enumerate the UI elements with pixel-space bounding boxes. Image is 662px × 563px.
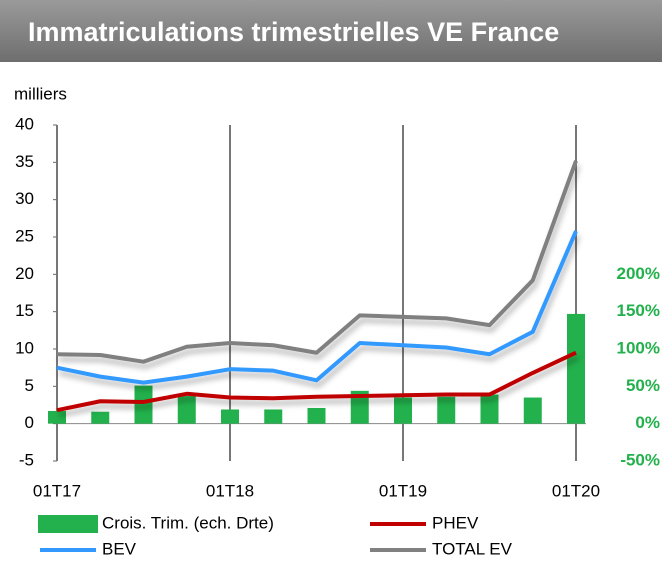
y-tick-label: 20 <box>15 264 34 283</box>
bar <box>394 397 412 424</box>
x-tick-label: 01T20 <box>552 481 600 500</box>
bar <box>437 396 456 424</box>
line-series <box>56 350 577 413</box>
bar <box>480 394 499 424</box>
x-tick-label: 01T17 <box>33 481 81 500</box>
legend-label: PHEV <box>432 513 479 532</box>
line-series <box>56 230 578 385</box>
bar <box>350 390 369 424</box>
y-tick-label: 35 <box>15 152 34 171</box>
y-tick-label: 30 <box>15 189 34 208</box>
y-axis-label: milliers <box>14 84 67 103</box>
bar <box>134 385 153 424</box>
y-tick-label: 25 <box>15 226 34 245</box>
bar <box>91 411 110 424</box>
bar <box>177 396 196 424</box>
y2-tick-label: 0% <box>635 413 660 432</box>
y2-tick-label: -50% <box>620 450 660 469</box>
x-tick-label: 01T19 <box>379 481 427 500</box>
chart-title: Immatriculations trimestrielles VE Franc… <box>28 17 559 47</box>
legend-label: Crois. Trim. (ech. Drte) <box>102 513 274 532</box>
bar <box>523 397 542 424</box>
y2-tick-label: 150% <box>617 301 660 320</box>
line-series <box>56 160 578 364</box>
bar <box>567 313 585 424</box>
y-tick-label: 0 <box>25 413 34 432</box>
bar <box>48 410 66 424</box>
y2-tick-label: 100% <box>617 338 660 357</box>
x-tick-label: 01T18 <box>206 481 254 500</box>
y-tick-label: 40 <box>15 114 34 133</box>
bar <box>221 409 239 424</box>
bar <box>307 407 326 424</box>
legend-label: TOTAL EV <box>432 539 513 558</box>
y2-tick-label: 50% <box>626 376 660 395</box>
legend-label: BEV <box>102 539 137 558</box>
bar <box>264 409 283 424</box>
y-tick-label: 15 <box>15 301 34 320</box>
y2-tick-label: 200% <box>617 264 660 283</box>
y-tick-label: 10 <box>15 338 34 357</box>
header <box>0 0 662 62</box>
y-tick-label: -5 <box>19 450 34 469</box>
legend-swatch <box>38 515 98 533</box>
y-tick-label: 5 <box>25 376 34 395</box>
